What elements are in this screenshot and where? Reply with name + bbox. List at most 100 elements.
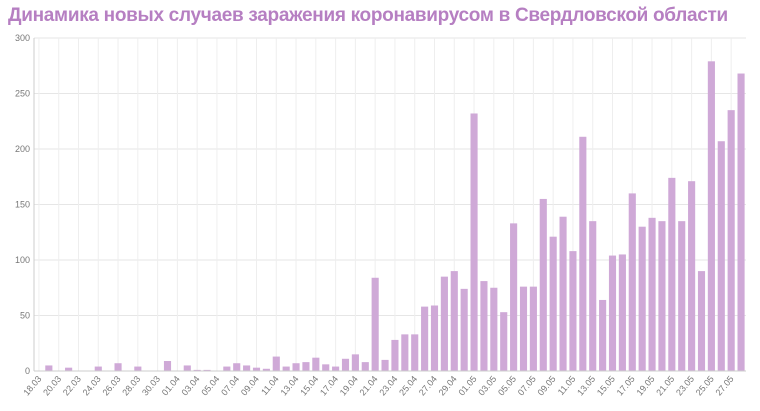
bar-09.05	[549, 236, 557, 371]
x-tick-label: 15.05	[595, 374, 617, 398]
bar-14.04	[302, 362, 310, 371]
bar-23.05	[688, 181, 696, 371]
bar-10.05	[559, 216, 567, 371]
bar-17.04	[332, 366, 340, 371]
bar-18.04	[341, 358, 350, 371]
x-tick-label: 17.04	[318, 374, 340, 398]
bar-17.05	[628, 193, 636, 371]
bar-24.04	[401, 334, 409, 371]
x-tick-label: 21.05	[654, 374, 676, 398]
bar-28.03	[134, 366, 142, 371]
x-tick-label: 15.04	[298, 374, 320, 398]
bar-25.04	[411, 334, 419, 371]
bar-30.04	[460, 288, 468, 371]
x-tick-label: 21.04	[358, 374, 380, 398]
bar-07.04	[233, 363, 241, 371]
bar-02.04	[183, 365, 191, 371]
bar-09.04	[252, 367, 261, 371]
bar-15.04	[312, 357, 320, 371]
bar-12.05	[579, 136, 587, 371]
bar-27.05	[727, 110, 735, 372]
bar-11.05	[569, 251, 577, 371]
bar-16.05	[618, 254, 626, 371]
x-tick-label: 03.04	[180, 374, 202, 398]
x-tick-label: 30.03	[140, 374, 162, 398]
bar-16.04	[322, 364, 330, 371]
x-tick-label: 07.04	[219, 374, 241, 398]
x-tick-label: 23.04	[377, 374, 399, 398]
x-tick-label: 01.05	[456, 374, 478, 398]
bar-31.03	[163, 361, 172, 371]
x-tick-label: 09.04	[239, 374, 261, 398]
bar-15.05	[608, 255, 617, 371]
x-tick-label: 22.03	[61, 374, 83, 398]
bar-22.05	[678, 221, 686, 371]
bar-04.05	[500, 312, 508, 371]
y-tick-label: 100	[15, 255, 30, 265]
x-tick-label: 09.05	[536, 374, 558, 398]
bar-24.03	[94, 366, 102, 371]
bar-01.05	[470, 113, 478, 371]
x-tick-label: 25.04	[397, 374, 419, 398]
bar-20.04	[361, 362, 369, 371]
bar-29.04	[450, 271, 458, 371]
y-tick-label: 250	[15, 89, 30, 99]
bar-05.05	[510, 223, 518, 371]
y-tick-label: 200	[15, 144, 30, 154]
bar-25.05	[707, 61, 715, 372]
bar-24.05	[697, 271, 706, 371]
bar-02.05	[480, 281, 488, 371]
x-tick-label: 03.05	[476, 374, 498, 398]
x-tick-label: 29.04	[437, 374, 459, 398]
bar-08.05	[539, 198, 547, 371]
x-tick-label: 17.05	[615, 374, 637, 398]
bar-10.04	[262, 368, 270, 371]
bar-03.04	[193, 369, 201, 371]
bar-28.04	[440, 276, 448, 371]
bar-21.04	[371, 277, 379, 371]
bar-13.04	[292, 363, 300, 371]
x-tick-label: 13.05	[575, 374, 597, 398]
bar-23.04	[391, 339, 399, 371]
x-tick-label: 27.05	[714, 374, 736, 398]
y-tick-label: 50	[20, 311, 30, 321]
bar-06.04	[223, 366, 231, 371]
x-tick-label: 01.04	[160, 374, 182, 398]
x-tick-label: 18.03	[21, 374, 43, 398]
bar-08.04	[243, 365, 251, 371]
x-tick-label: 27.04	[417, 374, 439, 398]
x-tick-label: 19.05	[634, 374, 656, 398]
bar-18.05	[638, 226, 646, 371]
x-tick-label: 13.04	[278, 374, 300, 398]
bar-07.05	[529, 286, 537, 371]
chart-title: Динамика новых случаев заражения коронав…	[8, 5, 728, 26]
x-tick-label: 23.05	[674, 374, 696, 398]
y-tick-label: 0	[25, 366, 30, 376]
bar-12.04	[282, 366, 290, 371]
y-tick-label: 150	[15, 200, 30, 210]
x-tick-label: 25.05	[694, 374, 716, 398]
x-tick-label: 28.03	[120, 374, 142, 398]
x-tick-label: 07.05	[516, 374, 538, 398]
bar-22.04	[381, 359, 389, 371]
bar-04.04	[203, 369, 211, 371]
bar-11.04	[272, 356, 280, 371]
x-tick-label: 11.04	[259, 374, 281, 397]
bar-03.05	[490, 287, 498, 371]
y-tick-label: 300	[15, 33, 30, 43]
bar-26.04	[421, 306, 429, 371]
bar-27.04	[430, 305, 439, 371]
bar-19.03	[45, 365, 53, 371]
bar-26.03	[114, 363, 122, 371]
bar-19.05	[648, 217, 656, 371]
bar-13.05	[589, 221, 597, 371]
x-tick-label: 05.04	[199, 374, 221, 398]
bar-06.05	[519, 286, 528, 371]
bar-26.05	[717, 141, 725, 371]
bar-14.05	[599, 299, 607, 371]
x-tick-label: 11.05	[556, 374, 578, 397]
bar-20.05	[658, 221, 666, 371]
bar-21.03	[65, 367, 73, 371]
x-tick-label: 20.03	[41, 374, 63, 398]
